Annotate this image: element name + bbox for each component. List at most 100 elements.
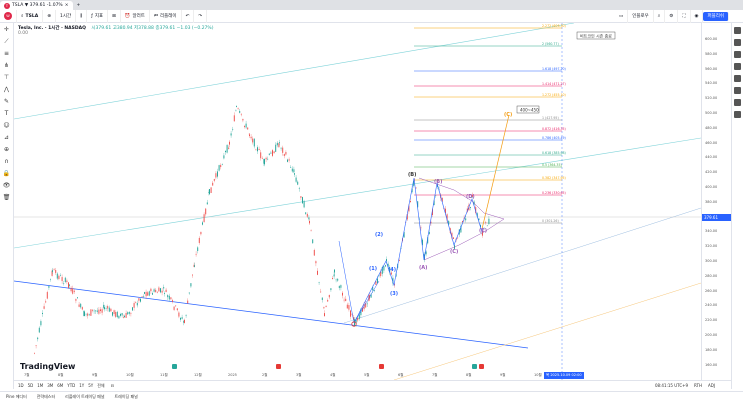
settings-button[interactable]: ⚙ xyxy=(665,9,679,23)
wave-label-D[interactable]: (D) xyxy=(466,194,475,200)
search-button[interactable]: ⌕ xyxy=(654,9,666,23)
range-button[interactable]: 5D xyxy=(27,382,34,388)
clock-label[interactable]: 08:41:15 UTC+9 xyxy=(654,383,689,388)
pattern-icon[interactable]: ⋀ xyxy=(4,86,9,93)
eye-icon[interactable]: 👁 xyxy=(2,182,11,189)
close-icon[interactable]: × xyxy=(64,3,69,8)
wave-label-3[interactable]: (3) xyxy=(390,291,398,297)
browser-tab[interactable]: T TSLA ▼ 379.61 -1.07% × xyxy=(0,1,73,10)
candle-body xyxy=(425,251,427,255)
note-annotation-box[interactable] xyxy=(576,31,616,40)
triangle-lower[interactable] xyxy=(423,218,505,261)
wave-label-1[interactable]: (1) xyxy=(369,266,377,272)
time-axis[interactable]: 7월 8월 9월 10월 11월 12월 2025 2월 3월 4월 5월 6월 7월 8월 9월 10월 목… xyxy=(14,372,701,380)
earnings-icon[interactable] xyxy=(172,364,177,369)
range-button[interactable]: 1D xyxy=(18,382,24,388)
candle-body xyxy=(313,249,315,256)
watchlist-icon[interactable] xyxy=(734,27,741,34)
ideas-icon[interactable] xyxy=(734,87,741,94)
calendar-icon[interactable] xyxy=(734,75,741,82)
trash-icon[interactable]: 🗑 xyxy=(2,194,11,201)
hotlist-icon[interactable] xyxy=(734,63,741,70)
wave-path[interactable] xyxy=(353,177,483,324)
fib-icon[interactable]: ⊤ xyxy=(3,74,10,81)
range-button[interactable]: YTD xyxy=(67,382,76,388)
wave-label-4[interactable]: (4) xyxy=(388,267,396,273)
camera-button[interactable]: ◉ xyxy=(691,9,704,23)
undo-button[interactable]: ↶ xyxy=(182,9,195,23)
wave-label-A[interactable]: (A) xyxy=(419,265,427,271)
range-button[interactable]: 3M xyxy=(47,382,54,388)
range-button[interactable]: 1Y xyxy=(79,382,85,388)
session-label[interactable]: RTH xyxy=(694,383,702,388)
templates-button[interactable]: ⊞ xyxy=(108,9,121,23)
zoom-icon[interactable]: ⊕ xyxy=(3,146,10,153)
adj-label[interactable]: ADJ xyxy=(708,383,715,388)
new-tab-button[interactable]: + xyxy=(76,2,81,8)
interval-button[interactable]: 1시간 xyxy=(56,9,77,23)
candle-body xyxy=(43,306,45,309)
ruler-icon[interactable]: ⊿ xyxy=(3,134,10,141)
event-icon[interactable] xyxy=(479,364,484,369)
chart-type-button[interactable]: ⫼ xyxy=(76,9,88,23)
triangle-upper[interactable] xyxy=(418,177,505,220)
channel-line[interactable] xyxy=(14,137,701,249)
layout-button[interactable]: ▭ xyxy=(615,9,629,23)
flag-pattern[interactable] xyxy=(338,240,380,324)
tab-strategy-tester[interactable]: 전략테스터 xyxy=(36,394,56,399)
avatar[interactable]: W xyxy=(0,9,17,23)
fullscreen-button[interactable]: ⛶ xyxy=(678,9,691,23)
wave-label-C-target[interactable]: (C) xyxy=(504,112,512,118)
crosshair-icon[interactable]: ✛ xyxy=(3,26,10,33)
downtrend-line[interactable] xyxy=(14,280,529,349)
wave-label-2[interactable]: (2) xyxy=(375,232,383,238)
lock-icon[interactable]: 🔒 xyxy=(2,170,11,177)
tab-pine-editor[interactable]: Pine 에디터 xyxy=(6,394,27,399)
low-marker[interactable] xyxy=(351,321,357,327)
pitchfork-icon[interactable]: ⋔ xyxy=(3,62,10,69)
magnet-icon[interactable]: ∩ xyxy=(4,158,9,165)
trend-line-icon[interactable]: ⟋ xyxy=(4,38,9,45)
range-button[interactable]: 5Y xyxy=(88,382,94,388)
symbol-search-button[interactable]: ⌕ TSLA xyxy=(17,9,44,23)
channel-line[interactable] xyxy=(14,23,575,120)
price-axis[interactable]: 600.00 580.00 560.00 540.00 520.00 500.00 480.… xyxy=(701,23,732,380)
publish-button[interactable]: 퍼블리쉬 xyxy=(703,11,729,21)
lower-line[interactable] xyxy=(393,282,701,380)
redo-button[interactable]: ↷ xyxy=(194,9,208,23)
indicators-button[interactable]: ƒ 지표 xyxy=(87,9,109,23)
wave-label-E[interactable]: (E) xyxy=(479,228,487,234)
candle-body xyxy=(118,315,120,319)
user-menu-button[interactable]: 인플로우 xyxy=(628,9,654,23)
notifications-icon[interactable] xyxy=(734,111,741,118)
wave-label-B[interactable]: (B) xyxy=(434,179,442,185)
range-button[interactable]: 6M xyxy=(57,382,64,388)
range-button[interactable]: 전체 xyxy=(97,382,105,388)
brush-icon[interactable]: ✎ xyxy=(3,98,10,105)
text-icon[interactable]: T xyxy=(4,110,9,117)
target-annotation-box[interactable] xyxy=(516,105,540,114)
replay-button[interactable]: ⏮ 리플레이 xyxy=(150,9,182,23)
data-window-icon[interactable] xyxy=(734,51,741,58)
event-icon[interactable] xyxy=(379,364,384,369)
chart-canvas[interactable]: 2.272 (606.30) 2 (560.77) 1.618 (497.20) 1.… xyxy=(14,23,701,380)
range-button[interactable]: 1M xyxy=(37,382,44,388)
tab-trading-panel[interactable]: 트레이딩 패널 xyxy=(114,394,138,399)
legend-title[interactable]: Tesla, Inc. · 1시간 · NASDAQ xyxy=(18,26,86,31)
tab-replay-panel[interactable]: 리플레이 트레이딩 패널 xyxy=(65,394,105,399)
horizontal-line-icon[interactable]: ≡ xyxy=(3,50,10,57)
calendar-range-icon[interactable]: ⊟ xyxy=(110,383,114,388)
candle-body xyxy=(108,307,110,312)
projection-line[interactable] xyxy=(481,114,510,230)
alert-button[interactable]: ⏰ 알러트 xyxy=(121,9,150,23)
support-line[interactable] xyxy=(343,207,701,324)
wave-label-B-major[interactable]: (B) xyxy=(408,172,416,178)
chat-icon[interactable] xyxy=(734,99,741,106)
wave-label-C[interactable]: (C) xyxy=(450,249,458,255)
alert-list-icon[interactable] xyxy=(734,39,741,46)
add-symbol-button[interactable]: ⊕ xyxy=(43,9,56,23)
event-icon[interactable] xyxy=(472,364,477,369)
smile-icon[interactable]: ☺ xyxy=(3,122,10,129)
event-icon[interactable] xyxy=(276,364,281,369)
chart-pane[interactable]: 2.272 (606.30) 2 (560.77) 1.618 (497.20) 1.… xyxy=(14,23,701,380)
